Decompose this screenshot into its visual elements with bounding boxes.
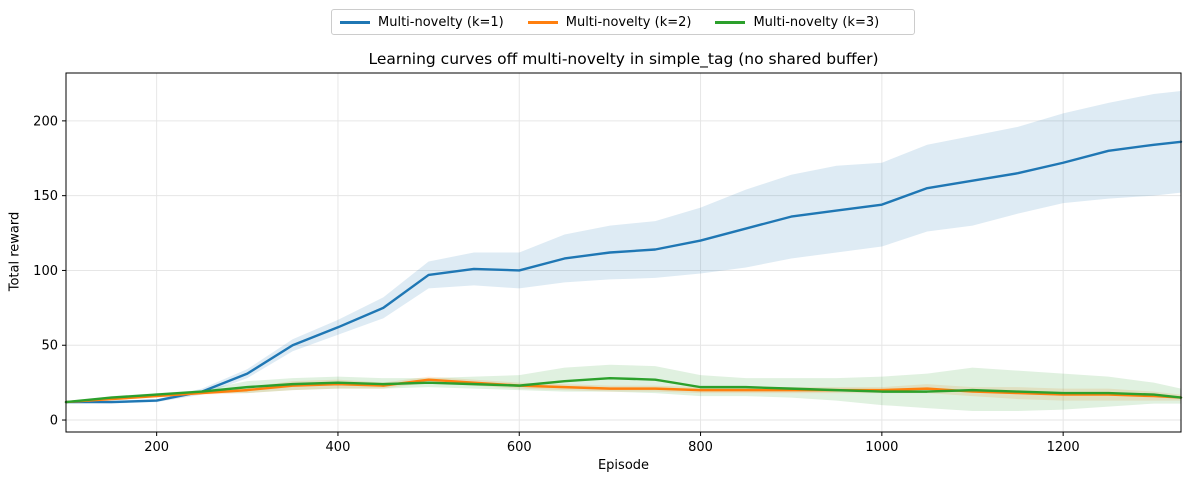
line-series-3 bbox=[64, 376, 1183, 404]
chart-title: Learning curves off multi-novelty in sim… bbox=[368, 50, 879, 68]
x-tick-label: 1000 bbox=[865, 440, 898, 455]
legend-entry-k1: Multi-novelty (k=1) bbox=[340, 15, 504, 30]
y-tick-label: 100 bbox=[33, 264, 58, 279]
y-tick-label: 150 bbox=[33, 189, 58, 204]
y-tick-label: 200 bbox=[33, 114, 58, 129]
legend-label-k1: Multi-novelty (k=1) bbox=[378, 14, 504, 30]
y-tick-label: 50 bbox=[41, 339, 58, 354]
legend: Multi-novelty (k=1) Multi-novelty (k=2) … bbox=[331, 9, 915, 35]
legend-swatch-k1 bbox=[340, 20, 370, 24]
x-tick-label: 800 bbox=[688, 440, 713, 455]
legend-entry-k2: Multi-novelty (k=2) bbox=[527, 14, 692, 30]
y-axis-label: Total reward bbox=[7, 211, 23, 292]
legend-swatch-k3 bbox=[715, 20, 746, 24]
legend-entry-k3: Multi-novelty (k=3) bbox=[715, 15, 879, 30]
band-series-1 bbox=[66, 90, 1181, 404]
y-tick-label: 0 bbox=[50, 414, 58, 429]
x-axis-label: Episode bbox=[597, 458, 650, 473]
line-series-2 bbox=[64, 378, 1183, 404]
plot-frame bbox=[65, 72, 1182, 433]
grid-lines bbox=[66, 73, 1181, 432]
x-tick-label: 600 bbox=[507, 440, 532, 455]
x-tick-label: 400 bbox=[326, 440, 351, 455]
legend-swatch-k2 bbox=[527, 20, 558, 24]
legend-label-k3: Multi-novelty (k=3) bbox=[753, 14, 880, 30]
x-tick-label: 200 bbox=[144, 440, 169, 455]
line-series-1 bbox=[64, 140, 1183, 404]
axis-ticks: 200 400 600 800 1000 1200 0 50 100 150 200 bbox=[33, 114, 1080, 455]
x-tick-label: 1200 bbox=[1047, 440, 1080, 455]
series-lines bbox=[64, 140, 1183, 404]
legend-label-k2: Multi-novelty (k=2) bbox=[565, 14, 692, 30]
